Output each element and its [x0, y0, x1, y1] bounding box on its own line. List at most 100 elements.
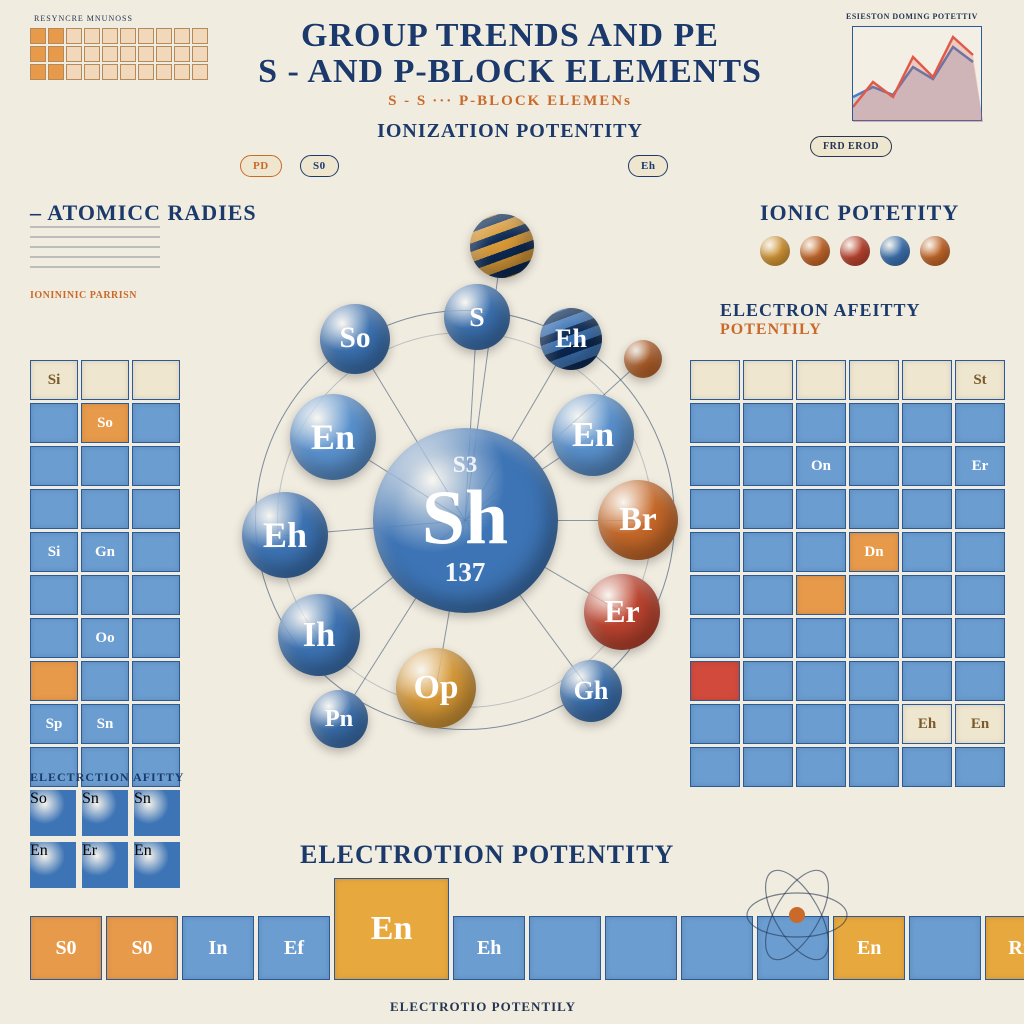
satellite-sphere-10: Gh — [560, 660, 622, 722]
grid-cell — [690, 747, 740, 787]
grid-cell — [690, 704, 740, 744]
mini-cell — [120, 46, 136, 62]
badge-so: S0 — [300, 155, 339, 177]
grid-cell — [81, 661, 129, 701]
grid-cell — [132, 489, 180, 529]
mini-cell — [48, 46, 64, 62]
subtitle: S - S ··· P-BLOCK ELEMENѕ — [220, 93, 800, 110]
grid-cell — [796, 403, 846, 443]
grid-cell — [849, 704, 899, 744]
grid-cell — [849, 661, 899, 701]
bottom-cell: S0 — [30, 916, 102, 980]
grid-cell — [743, 489, 793, 529]
grid-cell — [690, 661, 740, 701]
grid-cell — [743, 618, 793, 658]
filler-line — [30, 226, 160, 228]
mini-cell — [30, 28, 46, 44]
sphere-symbol: Eh — [555, 326, 587, 352]
electrotio-potentity-sub: ELECTROTIO POTENTILY — [390, 999, 576, 1015]
orbit-ball — [800, 236, 830, 266]
grid-cell — [690, 532, 740, 572]
sphere-super: S3 — [453, 452, 478, 479]
grid-cell — [690, 489, 740, 529]
grid-cell — [132, 661, 180, 701]
grid-cell — [796, 489, 846, 529]
mini-cell — [66, 28, 82, 44]
grid-cell — [955, 575, 1005, 615]
grid-cell — [955, 661, 1005, 701]
affinity-balls: SoSnSnEnErEn — [30, 790, 180, 888]
grid-cell — [902, 618, 952, 658]
grid-cell — [743, 575, 793, 615]
grid-cell — [690, 575, 740, 615]
grid-cell — [81, 489, 129, 529]
sphere-symbol: Op — [414, 671, 459, 705]
electron-affinity-label: ELECTRON AFEITTY — [720, 300, 921, 321]
atom-diagram — [742, 860, 852, 970]
mini-cell — [192, 28, 208, 44]
grid-cell — [132, 618, 180, 658]
grid-cell — [955, 747, 1005, 787]
grid-cell — [690, 618, 740, 658]
grid-cell: En — [955, 704, 1005, 744]
grid-cell — [849, 575, 899, 615]
electrotion-potentity-label: ELECTROTION POTENTITY — [300, 840, 674, 870]
bottom-cell: Eh — [453, 916, 525, 980]
electron-affty-small: ELECTRCTION AFITTY — [30, 770, 184, 785]
grid-cell: Dn — [849, 532, 899, 572]
satellite-sphere-2: Eh — [540, 308, 602, 370]
grid-cell — [902, 360, 952, 400]
grid-cell: St — [955, 360, 1005, 400]
sphere-symbol: So — [339, 324, 370, 353]
grid-cell — [849, 618, 899, 658]
sphere-symbol: Er — [604, 596, 639, 628]
grid-cell — [30, 661, 78, 701]
affinity-ball: Sn — [134, 790, 180, 836]
mini-table-caption: resyncre mnunoss — [34, 14, 133, 23]
mini-cell — [84, 64, 100, 80]
trend-chart — [852, 26, 982, 121]
mini-cell — [156, 64, 172, 80]
bottom-cell: Rn — [985, 916, 1024, 980]
satellite-sphere-8: Er — [584, 574, 660, 650]
title-line2: S - AND P-BLOCK ELEMENTS — [220, 54, 800, 90]
grid-cell — [690, 360, 740, 400]
satellite-sphere-12 — [470, 214, 534, 278]
filler-line — [30, 236, 160, 238]
grid-cell — [81, 360, 129, 400]
orbit-ball — [880, 236, 910, 266]
badge-frd: FRD EROD — [810, 136, 892, 157]
badge-pd: PD — [240, 155, 282, 177]
grid-cell — [796, 704, 846, 744]
sphere-symbol: Pn — [325, 707, 353, 731]
bottom-row: S0S0InEfEnEhEnRn — [30, 878, 1024, 980]
bottom-cell — [529, 916, 601, 980]
mini-cell — [102, 46, 118, 62]
satellite-sphere-5: Eh — [242, 492, 328, 578]
grid-cell — [132, 575, 180, 615]
mini-cell — [156, 46, 172, 62]
satellite-sphere-1: S — [444, 284, 510, 350]
grid-cell — [902, 575, 952, 615]
mini-cell — [174, 64, 190, 80]
orbit-ball-row — [760, 236, 950, 266]
grid-cell — [849, 747, 899, 787]
grid-cell — [132, 704, 180, 744]
filler-line — [30, 256, 160, 258]
sphere-symbol: S — [469, 303, 484, 331]
grid-cell — [902, 532, 952, 572]
grid-cell — [796, 532, 846, 572]
grid-cell — [743, 704, 793, 744]
grid-cell: Gn — [81, 532, 129, 572]
sphere-sub: 137 — [445, 557, 486, 588]
grid-cell: Si — [30, 532, 78, 572]
grid-cell: On — [796, 446, 846, 486]
grid-cell — [902, 489, 952, 529]
mini-cell — [30, 46, 46, 62]
mini-cell — [30, 64, 46, 80]
electron-affinity-block: ELECTRON AFEITTYPOTENTILY — [720, 300, 921, 339]
satellite-sphere-9: Op — [396, 648, 476, 728]
mini-cell — [174, 28, 190, 44]
bottom-cell — [909, 916, 981, 980]
mini-cell — [102, 64, 118, 80]
